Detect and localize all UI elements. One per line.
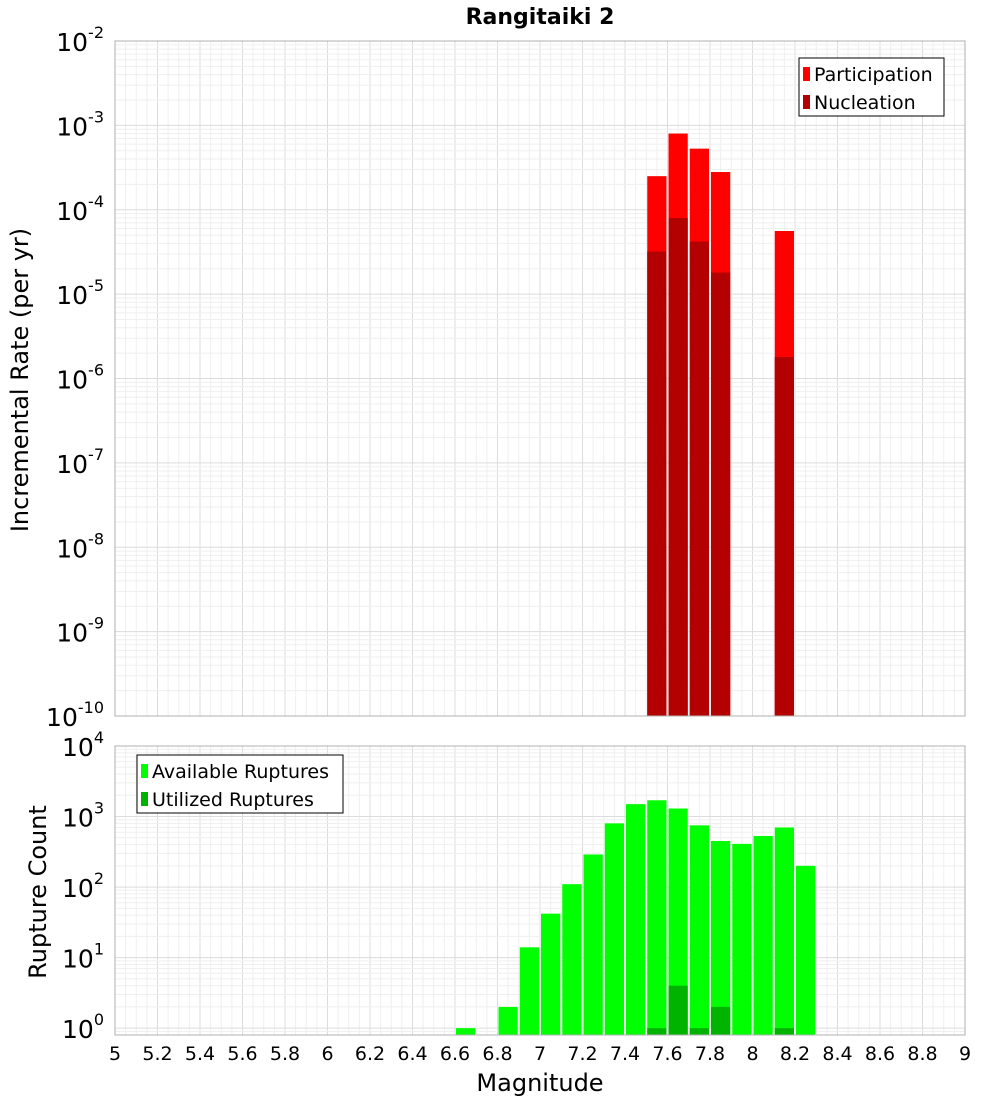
count-series-utilized-ruptures bbox=[647, 985, 794, 1035]
x-tick-label: 7.4 bbox=[610, 1043, 640, 1065]
x-tick-label: 8.8 bbox=[907, 1043, 937, 1065]
count-bar bbox=[562, 884, 582, 1035]
rate-y-tick-label: 10-6 bbox=[56, 361, 104, 395]
count-legend-swatch bbox=[141, 764, 148, 778]
x-tick-label: 6.8 bbox=[482, 1043, 512, 1065]
rate-legend-label: Participation bbox=[814, 64, 933, 86]
count-legend-swatch bbox=[141, 792, 148, 806]
rate-bar bbox=[774, 356, 794, 716]
rate-bar bbox=[647, 251, 667, 716]
chart-title: Rangitaiki 2 bbox=[466, 5, 615, 30]
rate-bar bbox=[668, 217, 688, 716]
x-tick-label: 7 bbox=[534, 1043, 546, 1065]
x-axis-label: Magnitude bbox=[476, 1069, 603, 1097]
x-tick-label: 8 bbox=[746, 1043, 758, 1065]
rate-plot-frame bbox=[114, 40, 966, 717]
rate-legend-box bbox=[798, 57, 945, 117]
x-tick-label: 7.2 bbox=[567, 1043, 597, 1065]
rate-y-tick-label: 10-9 bbox=[56, 614, 104, 648]
x-tick-label: 8.6 bbox=[865, 1043, 895, 1065]
rate-bar bbox=[711, 272, 731, 716]
count-bar bbox=[711, 1006, 731, 1035]
count-y-tick-label: 101 bbox=[62, 940, 104, 974]
count-bar bbox=[774, 827, 794, 1035]
count-bar bbox=[583, 854, 603, 1035]
count-bar bbox=[626, 804, 646, 1035]
count-bar bbox=[456, 1028, 476, 1035]
x-tick-label: 8.4 bbox=[822, 1043, 852, 1065]
count-legend-label: Available Ruptures bbox=[152, 761, 329, 783]
count-bar bbox=[711, 841, 731, 1035]
rate-series-nucleation bbox=[647, 217, 794, 717]
x-tick-label: 6.2 bbox=[355, 1043, 385, 1065]
x-tick-label: 7.8 bbox=[695, 1043, 725, 1065]
rate-legend-label: Nucleation bbox=[814, 92, 916, 114]
count-bar bbox=[647, 800, 667, 1035]
rate-y-tick-label: 10-10 bbox=[46, 698, 104, 732]
rate-bar bbox=[689, 241, 709, 717]
rate-y-tick-label: 10-7 bbox=[56, 445, 104, 479]
rate-y-tick-label: 10-3 bbox=[56, 107, 104, 141]
rate-y-tick-label: 10-5 bbox=[56, 276, 104, 310]
count-bar bbox=[647, 1028, 667, 1035]
x-tick-label: 6.6 bbox=[440, 1043, 470, 1065]
x-tick-label: 5.8 bbox=[270, 1043, 300, 1065]
count-bar bbox=[753, 835, 773, 1035]
count-series-available-ruptures bbox=[456, 800, 816, 1035]
count-y-tick-label: 102 bbox=[62, 869, 104, 903]
rate-legend-swatch bbox=[803, 95, 810, 109]
x-tick-label: 7.6 bbox=[652, 1043, 682, 1065]
rate-y-tick-label: 10-8 bbox=[56, 529, 104, 563]
count-y-axis-label: Rupture Count bbox=[24, 805, 52, 979]
rate-legend-swatch bbox=[803, 67, 810, 81]
rate-y-tick-label: 10-2 bbox=[56, 23, 104, 57]
x-tick-label: 5.4 bbox=[185, 1043, 215, 1065]
count-bar bbox=[689, 1028, 709, 1035]
count-bar bbox=[498, 1006, 518, 1035]
x-tick-label: 5 bbox=[109, 1043, 121, 1065]
count-bar bbox=[668, 985, 688, 1035]
count-bar bbox=[541, 913, 561, 1035]
count-legend: Available Ruptures Utilized Ruptures bbox=[136, 754, 344, 814]
x-tick-label: 9 bbox=[959, 1043, 971, 1065]
count-legend-label: Utilized Ruptures bbox=[152, 789, 314, 811]
x-tick-label: 8.2 bbox=[780, 1043, 810, 1065]
count-bar bbox=[689, 825, 709, 1035]
count-bar bbox=[519, 947, 539, 1035]
rate-legend: Participation Nucleation bbox=[798, 57, 945, 117]
rate-y-axis-label: Incremental Rate (per yr) bbox=[6, 228, 34, 532]
x-tick-label: 5.6 bbox=[227, 1043, 257, 1065]
count-bar bbox=[604, 823, 624, 1035]
count-panel: 100 101 102 103 104 Available Ruptures Utilize… bbox=[62, 728, 971, 1065]
x-tick-label: 6 bbox=[321, 1043, 333, 1065]
count-bar bbox=[668, 808, 688, 1035]
count-bar bbox=[796, 865, 816, 1035]
count-y-tick-label: 100 bbox=[62, 1010, 104, 1044]
x-tick-label: 6.4 bbox=[397, 1043, 427, 1065]
count-y-tick-label: 103 bbox=[62, 799, 104, 833]
rate-y-tick-label: 10-4 bbox=[56, 192, 104, 226]
rate-grid bbox=[114, 41, 966, 717]
rate-panel: 10-10 10-9 10-8 10-7 10-6 10-5 10-4 10-3 10-2 Par… bbox=[46, 23, 966, 732]
count-plot-frame bbox=[114, 745, 966, 1036]
count-bar bbox=[732, 843, 752, 1035]
count-legend-box bbox=[136, 754, 344, 814]
count-y-tick-label: 104 bbox=[62, 728, 104, 762]
x-tick-label: 5.2 bbox=[142, 1043, 172, 1065]
count-bar bbox=[774, 1028, 794, 1035]
